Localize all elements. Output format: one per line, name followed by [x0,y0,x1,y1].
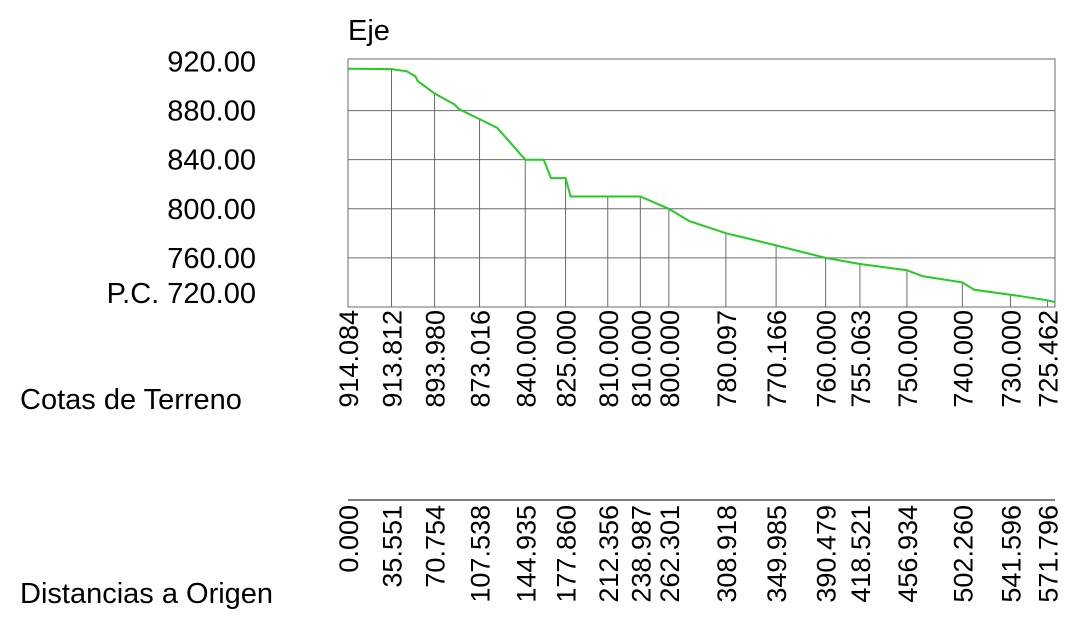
y-axis-label: 760.00 [167,243,256,275]
elevation-tick-label: 825.000 [552,310,582,408]
elevation-tick-label: 725.462 [1033,310,1063,408]
elevation-tick-label: 810.000 [626,310,656,408]
y-axis-label: 920.00 [167,46,256,78]
y-axis-label: 800.00 [167,194,256,226]
distances-row-label: Distancias a Origen [20,578,273,610]
distance-tick-label: 144.935 [511,505,541,603]
distance-tick-label: 70.754 [421,505,451,588]
distance-tick-label: 390.479 [812,505,842,603]
elevation-tick-label: 810.000 [594,310,624,408]
elevation-labels: 914.084 913.812 893.980 873.016 840.000 825.0… [334,310,1063,408]
elevation-tick-label: 730.000 [996,310,1026,408]
distance-tick-label: 238.987 [626,505,656,603]
elevation-tick-label: 873.016 [466,310,496,408]
elevation-tick-label: 800.000 [655,310,685,408]
elevation-tick-label: 770.166 [762,310,792,408]
distance-tick-label: 541.596 [996,505,1026,603]
elevation-tick-label: 914.084 [334,310,364,408]
grid-lines [348,110,1055,259]
distance-tick-label: 349.985 [762,505,792,603]
elevation-tick-label: 913.812 [377,310,407,408]
y-axis-label: 840.00 [167,145,256,177]
y-axis-label: P.C. 720.00 [107,278,256,310]
elevation-tick-label: 740.000 [948,310,978,408]
distance-tick-label: 502.260 [948,505,978,603]
y-axis-label: 880.00 [167,96,256,128]
terrain-profile-line [347,67,1056,304]
distance-tick-label: 456.934 [893,505,923,603]
elevation-tick-label: 840.000 [511,310,541,408]
distance-tick-label: 177.860 [552,505,582,603]
chart-title: Eje [348,15,390,47]
plot-frame [347,58,1056,308]
distance-tick-label: 35.551 [377,505,407,588]
distance-tick-label: 418.521 [846,505,876,603]
distance-tick-label: 571.796 [1033,505,1063,603]
elevation-tick-label: 755.063 [846,310,876,408]
distance-tick-label: 107.538 [466,505,496,603]
distance-tick-label: 0.000 [334,505,364,573]
distance-tick-label: 262.301 [655,505,685,603]
distance-labels: 0.000 35.551 70.754 107.538 144.935 177.860 21… [334,505,1063,603]
elevation-tick-label: 780.097 [712,310,742,408]
elevation-tick-label: 750.000 [893,310,923,408]
distance-tick-label: 212.356 [594,505,624,603]
elevations-row-label: Cotas de Terreno [20,384,242,416]
elevation-tick-label: 760.000 [812,310,842,408]
distance-tick-label: 308.918 [712,505,742,603]
station-lines [347,68,1048,307]
y-axis-labels: 920.00 880.00 840.00 800.00 760.00P.C. 720.0… [107,46,256,310]
elevation-tick-label: 893.980 [421,310,451,408]
